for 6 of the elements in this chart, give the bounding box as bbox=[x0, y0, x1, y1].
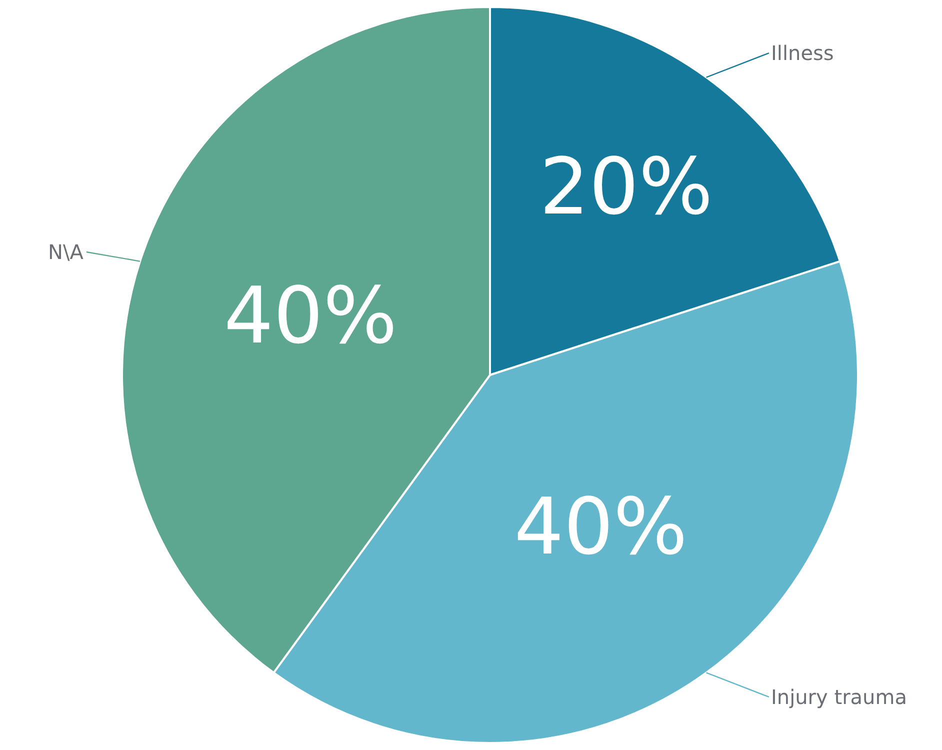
slice-label: Injury trauma bbox=[771, 685, 907, 709]
slice-label: Illness bbox=[771, 41, 834, 65]
slice-label: N\A bbox=[48, 240, 84, 264]
data-label: 40% bbox=[224, 272, 398, 362]
data-label: 20% bbox=[540, 142, 713, 232]
data-label: 40% bbox=[514, 482, 688, 573]
